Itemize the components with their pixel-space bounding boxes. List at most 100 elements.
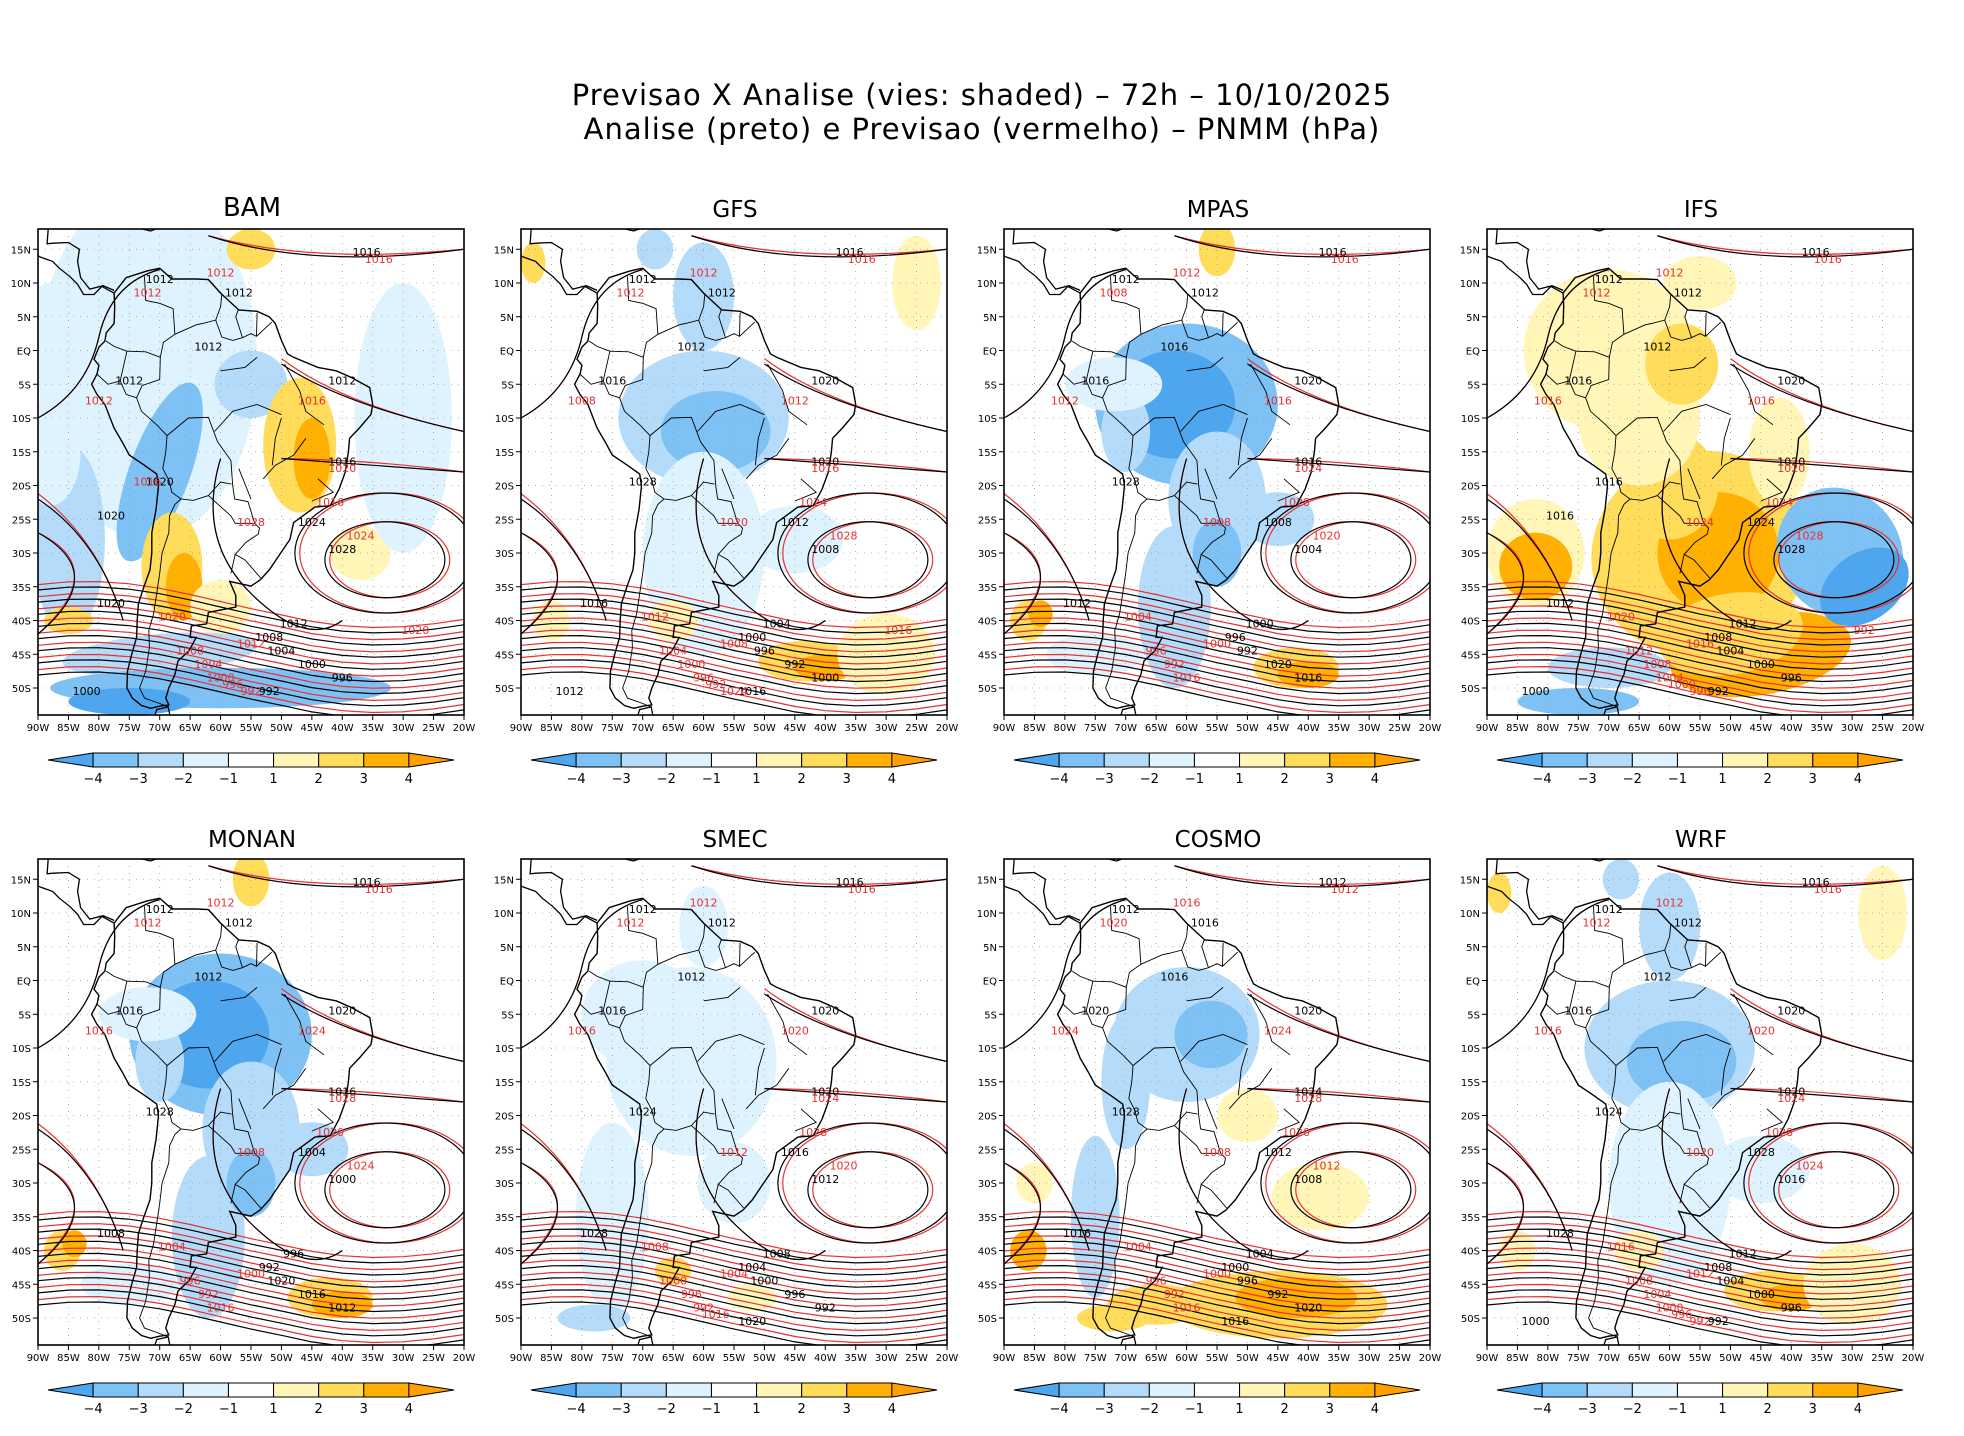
forecast-contour-label: 1016 [1814, 253, 1842, 266]
bias-shading [1803, 1243, 1901, 1325]
country-border [162, 416, 262, 579]
colorbar-segment [575, 1382, 622, 1398]
lat-label: 10N [494, 279, 514, 290]
country-border [1181, 924, 1189, 951]
analysis-contour-label: 1016 [1595, 476, 1623, 489]
colorbar-tick-label: 2 [798, 772, 806, 787]
colorbar-segment [801, 1382, 848, 1398]
analysis-contour-label: 1000 [1522, 685, 1550, 698]
analysis-contour-label: 1004 [267, 644, 295, 657]
lon-label: 70W [1597, 1353, 1620, 1364]
isobar-high-pacific [1487, 1162, 1524, 1265]
isobar [1487, 1295, 1913, 1344]
colorbar-tick-label: −1 [702, 772, 721, 787]
analysis-contour-label: 1020 [1777, 1085, 1805, 1098]
country-border [1196, 554, 1202, 574]
country-border [1181, 294, 1189, 321]
isobar [1004, 1283, 1430, 1332]
lon-label: 60W [1175, 1353, 1198, 1364]
isobar [521, 653, 947, 702]
bias-shading [1174, 1000, 1248, 1069]
lat-label: 20S [978, 1112, 997, 1123]
analysis-contour-label: 1016 [1564, 374, 1592, 387]
colorbar-tick-label: 1 [269, 772, 277, 787]
lon-label: 30W [1841, 1353, 1864, 1364]
isobar [1487, 1235, 1913, 1283]
analysis-contour-label: 1020 [1777, 1004, 1805, 1017]
forecast-contour-label: 1016 [365, 253, 393, 266]
lon-label: 55W [240, 1353, 263, 1364]
country-border [311, 478, 335, 502]
forecast-contour-label: 996 [222, 678, 243, 691]
isobar [1174, 235, 1430, 255]
analysis-contour-label: 996 [283, 1247, 304, 1260]
isobar [281, 1087, 464, 1103]
colorbar-tick-label: −1 [219, 772, 238, 787]
model-panel-ifs: IFS 1016 1012 1012 1012 1016 1020 1020 1016 1012 1… [1449, 195, 1925, 787]
isobar [1004, 1295, 1430, 1344]
bias-shading [232, 859, 270, 907]
colorbar-segment [182, 752, 229, 768]
coastline-tierra-del-fuego [637, 706, 654, 715]
country-border [1679, 1184, 1685, 1204]
colorbar-segment [1329, 1382, 1376, 1398]
forecast-contour-label: 1008 [1203, 1146, 1231, 1159]
country-border [1669, 356, 1707, 372]
bias-shading [1663, 256, 1737, 310]
country-border [1593, 906, 1625, 965]
colorbar-tick-label: −3 [612, 772, 631, 787]
analysis-contour-label: 1016 [781, 1146, 809, 1159]
analysis-contour-label: 1012 [708, 917, 736, 930]
colorbar-tick-label: −2 [1140, 1402, 1159, 1417]
coastline-tierra-del-fuego [1120, 706, 1137, 715]
bias-shading [1271, 1162, 1370, 1231]
lat-label: 45S [495, 650, 514, 661]
analysis-contour-label: 1000 [738, 631, 766, 644]
colorbar-tick-label: 2 [1764, 772, 1772, 787]
country-border [220, 986, 258, 1002]
isobar [208, 865, 464, 885]
country-border [1228, 438, 1273, 480]
analysis-contour-label: 1008 [97, 1227, 125, 1240]
analysis-contour-label: 1000 [1747, 1288, 1775, 1301]
analysis-contour-label: 1016 [1802, 246, 1830, 259]
coastline-central-america [1012, 229, 1081, 291]
lat-label: 45S [1461, 1280, 1480, 1291]
lat-label: 40S [12, 617, 31, 628]
lat-label: 50S [495, 684, 514, 695]
lon-label: 60W [209, 723, 232, 734]
lon-label: 20W [453, 1353, 476, 1364]
country-border [579, 1003, 620, 1029]
isobar [38, 1252, 464, 1300]
country-border [698, 924, 706, 951]
lat-label: 30S [1461, 1179, 1480, 1190]
analysis-contour-label: 1012 [225, 917, 253, 930]
lon-label: 25W [422, 1353, 445, 1364]
lon-label: 35W [1810, 723, 1833, 734]
bias-shading [1235, 1277, 1357, 1318]
country-border [754, 417, 765, 466]
analysis-contour-label: 1008 [1704, 631, 1732, 644]
forecast-contour-label: 1012 [1583, 287, 1611, 300]
coastline-south-america [573, 267, 857, 710]
colorbar-segment [1812, 752, 1859, 768]
country-border [1174, 495, 1220, 524]
lon-label: 50W [753, 723, 776, 734]
country-border [144, 276, 176, 335]
analysis-contour-label: 1012 [328, 374, 356, 387]
isobar [1487, 1223, 1913, 1271]
panel-title: BAM [222, 193, 282, 223]
colorbar-segment [273, 1382, 320, 1398]
country-border [1657, 1111, 1681, 1126]
isobar [1661, 458, 1792, 631]
colorbar-segment [273, 752, 320, 768]
isobar [1004, 586, 1430, 634]
isobar [1487, 1252, 1913, 1300]
forecast-contour-label: 1028 [1294, 1092, 1322, 1105]
forecast-contour-label: 1016 [1686, 638, 1714, 651]
lon-label: 90W [993, 723, 1016, 734]
forecast-contour-label: 1020 [1747, 1025, 1775, 1038]
country-border [1720, 417, 1731, 466]
lat-label: 25S [1461, 1145, 1480, 1156]
